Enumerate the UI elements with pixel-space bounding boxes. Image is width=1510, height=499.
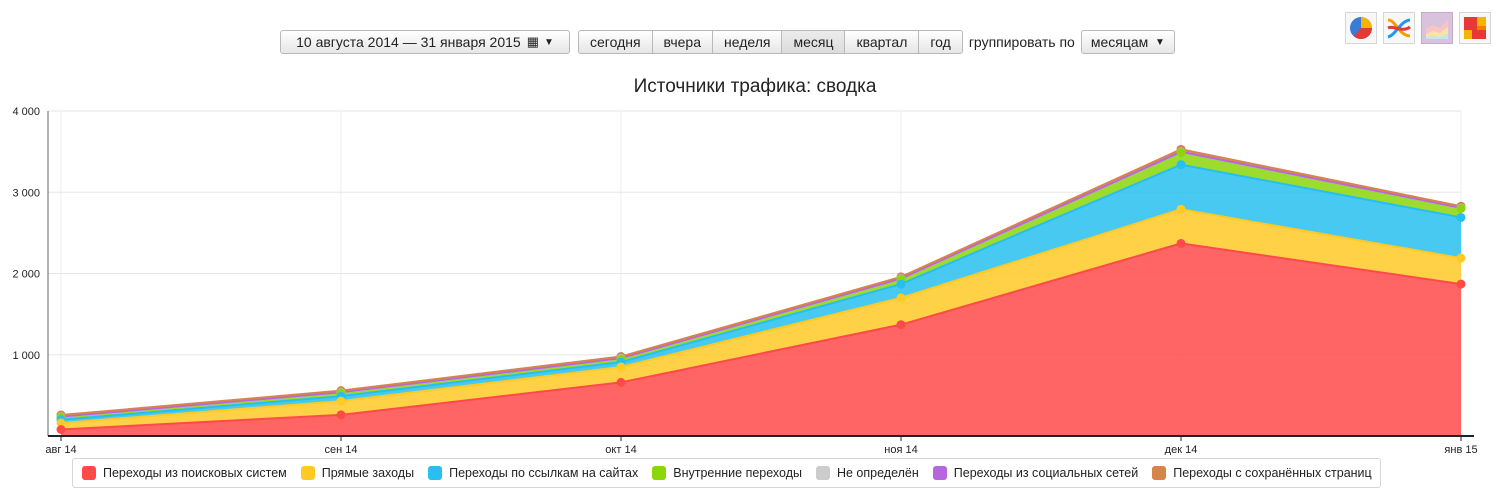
- legend-swatch: [652, 466, 667, 480]
- data-point-1-5: [1456, 253, 1466, 263]
- series-area-2: [61, 164, 1461, 423]
- data-point-3-4: [1176, 147, 1186, 157]
- data-point-0-2: [616, 377, 626, 387]
- period-buttons: сегодня вчера неделя месяц квартал год: [578, 30, 963, 54]
- data-point-0-1: [336, 410, 346, 420]
- pie-chart-icon[interactable]: [1345, 12, 1377, 44]
- y-tick-label: 2 000: [12, 269, 40, 281]
- area-chart: 1 000 2 000 3 000 4 000 авг 14 сен 14 окт 14 но…: [12, 106, 1477, 455]
- legend-item[interactable]: Переходы из социальных сетей: [932, 466, 1139, 480]
- data-point-2-3: [896, 279, 906, 289]
- data-point-2-4: [1176, 160, 1186, 170]
- y-tick-label: 3 000: [12, 187, 40, 199]
- group-by-select[interactable]: месяцам ▼: [1080, 30, 1175, 54]
- legend-label: Переходы с сохранённых страниц: [1173, 466, 1372, 480]
- y-tick-label: 4 000: [12, 106, 40, 118]
- legend-label: Переходы из социальных сетей: [953, 466, 1139, 480]
- line-chart-icon[interactable]: [1383, 12, 1415, 44]
- legend-swatch: [82, 466, 96, 480]
- data-point-1-1: [336, 396, 346, 406]
- legend-item[interactable]: Прямые заходы: [300, 466, 415, 480]
- legend-label: Внутренние переходы: [673, 466, 802, 480]
- date-range-text: 10 августа 2014 — 31 января 2015: [296, 34, 521, 50]
- x-tick-label: окт 14: [605, 444, 636, 455]
- group-by-label: группировать по: [968, 34, 1075, 50]
- series-area-0: [61, 243, 1461, 436]
- legend-swatch: [300, 466, 315, 480]
- group-by-value: месяцам: [1090, 34, 1149, 50]
- legend-label: Не определён: [836, 466, 919, 480]
- data-point-2-5: [1456, 212, 1466, 222]
- period-quarter-button[interactable]: квартал: [844, 30, 919, 54]
- period-week-button[interactable]: неделя: [712, 30, 782, 54]
- calendar-icon: ▦: [526, 34, 539, 49]
- legend-swatch: [428, 466, 443, 480]
- chart-type-switcher: [1345, 12, 1491, 44]
- x-tick-label: авг 14: [45, 444, 76, 455]
- series-line-2: [60, 163, 1462, 421]
- legend-item[interactable]: Не определён: [815, 466, 919, 480]
- chevron-down-icon: ▼: [1154, 36, 1165, 48]
- series-line-6: [60, 148, 1462, 417]
- data-point-1-0: [56, 418, 66, 428]
- period-yesterday-button[interactable]: вчера: [651, 30, 713, 54]
- series-line-1: [60, 208, 1462, 424]
- x-tick-label: дек 14: [1165, 444, 1198, 455]
- y-tick-label: 1 000: [12, 350, 40, 362]
- legend-item[interactable]: Переходы из поисковых систем: [82, 466, 287, 480]
- area-chart-icon[interactable]: [1421, 12, 1453, 44]
- data-point-1-2: [616, 362, 626, 372]
- legend-swatch: [815, 466, 830, 480]
- x-tick-label: ноя 14: [884, 444, 917, 455]
- x-tick-label: сен 14: [325, 444, 358, 455]
- period-month-button[interactable]: месяц: [781, 30, 845, 54]
- treemap-icon[interactable]: [1459, 12, 1491, 44]
- x-tick-label: янв 15: [1444, 444, 1477, 455]
- legend-item[interactable]: Переходы с сохранённых страниц: [1152, 466, 1372, 480]
- data-point-0-4: [1176, 238, 1186, 248]
- legend-swatch: [1152, 466, 1167, 480]
- legend-label: Переходы по ссылкам на сайтах: [449, 466, 639, 480]
- date-range-picker[interactable]: 10 августа 2014 — 31 января 2015 ▦ ▼: [280, 30, 570, 54]
- data-point-3-5: [1456, 204, 1466, 213]
- series-line-0: [60, 242, 1462, 431]
- legend-item[interactable]: Внутренние переходы: [652, 466, 802, 480]
- data-point-0-5: [1456, 279, 1466, 289]
- data-point-0-3: [896, 320, 906, 330]
- data-point-1-4: [1176, 204, 1186, 214]
- legend-item[interactable]: Переходы по ссылкам на сайтах: [428, 466, 638, 480]
- series-line-5: [60, 150, 1462, 418]
- legend-label: Прямые заходы: [321, 466, 415, 480]
- legend-label: Переходы из поисковых систем: [103, 466, 287, 480]
- legend-swatch: [932, 466, 947, 480]
- chart-title: Источники трафика: сводка: [633, 76, 877, 97]
- chart-legend: Переходы из поисковых систем Прямые заход…: [72, 458, 1381, 488]
- period-toolbar: 10 августа 2014 — 31 января 2015 ▦ ▼ сег…: [280, 30, 1175, 54]
- period-today-button[interactable]: сегодня: [578, 30, 652, 54]
- data-point-0-0: [56, 425, 66, 434]
- data-point-1-3: [896, 293, 906, 303]
- chevron-down-icon: ▼: [543, 36, 554, 48]
- period-year-button[interactable]: год: [918, 30, 963, 54]
